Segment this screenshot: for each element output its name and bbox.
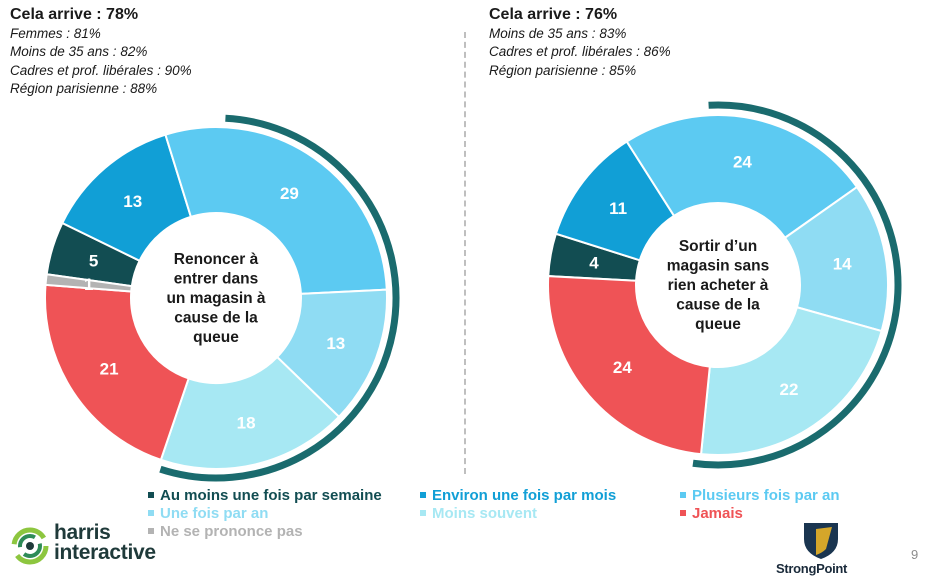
strongpoint-logo-icon <box>804 523 838 559</box>
data-label-environ-une-fois-par-mois: 11 <box>609 199 627 218</box>
legend-label: Jamais <box>692 505 743 522</box>
slice-plusieurs-fois-par-an <box>625 114 859 240</box>
slice-moins-souvent <box>699 305 883 456</box>
legend-item-une-fois-an: Une fois par an <box>148 505 268 522</box>
right-summary-item: Région parisienne : 85% <box>489 62 637 78</box>
strongpoint-text: StrongPoint <box>776 561 848 576</box>
legend-item-plusieurs-an: Plusieurs fois par an <box>680 487 840 504</box>
center-label-line: rien acheter à <box>668 277 769 294</box>
legend-label: Ne se prononce pas <box>160 523 303 540</box>
legend-swatch <box>680 492 686 499</box>
right-summary-item: Moins de 35 ans : 83% <box>489 25 627 41</box>
data-label-moins-souvent: 18 <box>237 413 256 432</box>
legend-label: Une fois par an <box>160 505 269 522</box>
harris-logo-icon <box>11 527 49 565</box>
data-label-environ-une-fois-par-mois: 13 <box>123 192 142 211</box>
harris-interactive-logo: harris interactive <box>10 522 156 574</box>
center-label-line: un magasin à <box>166 290 265 307</box>
data-label-au-moins-une-fois-par-semaine: 4 <box>589 254 599 273</box>
data-label-moins-souvent: 22 <box>779 380 798 399</box>
data-label-une-fois-par-an: 13 <box>326 334 345 353</box>
legend-swatch <box>148 528 154 535</box>
right-summary: Cela arrive : 76% Moins de 35 ans : 83% … <box>489 6 671 80</box>
harris-logo-text: harris interactive <box>54 521 156 564</box>
center-hole-1 <box>132 214 300 382</box>
data-label-ne-se-prononce-pas: 1 <box>84 275 93 294</box>
outer-ring-arc-1 <box>159 114 400 482</box>
data-label-jamais: 24 <box>613 358 632 377</box>
slice-plusieurs-fois-par-an <box>164 126 388 295</box>
page-number: 9 <box>911 547 919 562</box>
legend-item-au-moins-semaine: Au moins une fois par semaine <box>148 487 382 504</box>
harris-line1: harris <box>54 521 111 544</box>
outer-ring-arc-2 <box>692 101 902 469</box>
left-summary-item: Région parisienne : 88% <box>10 81 158 96</box>
left-summary: Cela arrive : 78% Femmes : 81% Moins de … <box>10 6 192 99</box>
legend-item-moins-souvent: Moins souvent <box>420 505 537 522</box>
data-label-plusieurs-fois-par-an: 24 <box>733 152 752 171</box>
data-label-une-fois-par-an: 14 <box>833 255 852 274</box>
data-label-au-moins-une-fois-par-semaine: 5 <box>89 252 98 271</box>
center-label-line: Sortir d’un <box>679 238 757 255</box>
legend-swatch <box>680 510 686 517</box>
left-summary-item: Femmes : 81% <box>10 25 101 41</box>
legend-swatch <box>420 492 426 499</box>
right-summary-item: Cadres et prof. libérales : 86% <box>489 44 671 59</box>
center-label-line: cause de la <box>174 310 258 327</box>
harris-line2: interactive <box>54 541 156 564</box>
center-label-line: queue <box>193 329 239 346</box>
strongpoint-logo: StrongPoint <box>776 519 876 576</box>
left-summary-item: Moins de 35 ans : 82% <box>10 44 148 59</box>
center-label-line: entrer dans <box>174 271 258 288</box>
slice-jamais <box>547 275 711 456</box>
legend-item-environ-mois: Environ une fois par mois <box>420 487 616 504</box>
left-summary-item: Cadres et prof. libérales : 90% <box>10 62 192 78</box>
center-label-line: queue <box>695 316 741 333</box>
legend-label: Environ une fois par mois <box>432 487 617 504</box>
slice-jamais <box>44 283 190 462</box>
slice-moins-souvent <box>159 355 341 470</box>
dashed-divider <box>464 32 466 474</box>
legend-label: Au moins une fois par semaine <box>160 487 382 504</box>
legend-label: Plusieurs fois par an <box>692 487 840 504</box>
legend-item-ne-se-prononce-pas: Ne se prononce pas <box>148 523 303 540</box>
legend-swatch <box>420 510 426 517</box>
right-summary-title: Cela arrive : 76% <box>489 6 618 23</box>
data-label-plusieurs-fois-par-an: 29 <box>280 184 299 203</box>
center-hole-2 <box>637 204 799 366</box>
legend-label: Moins souvent <box>432 505 538 522</box>
slice-ne-se-prononce-pas <box>44 273 133 293</box>
center-label-line: Renoncer à <box>174 251 259 268</box>
center-label-line: cause de la <box>676 297 760 314</box>
legend-swatch <box>148 510 154 517</box>
legend-item-jamais: Jamais <box>680 505 743 522</box>
left-summary-title: Cela arrive : 78% <box>10 6 139 23</box>
center-label-line: magasin sans <box>667 258 770 275</box>
legend-swatch <box>148 492 154 499</box>
data-label-jamais: 21 <box>100 359 119 378</box>
